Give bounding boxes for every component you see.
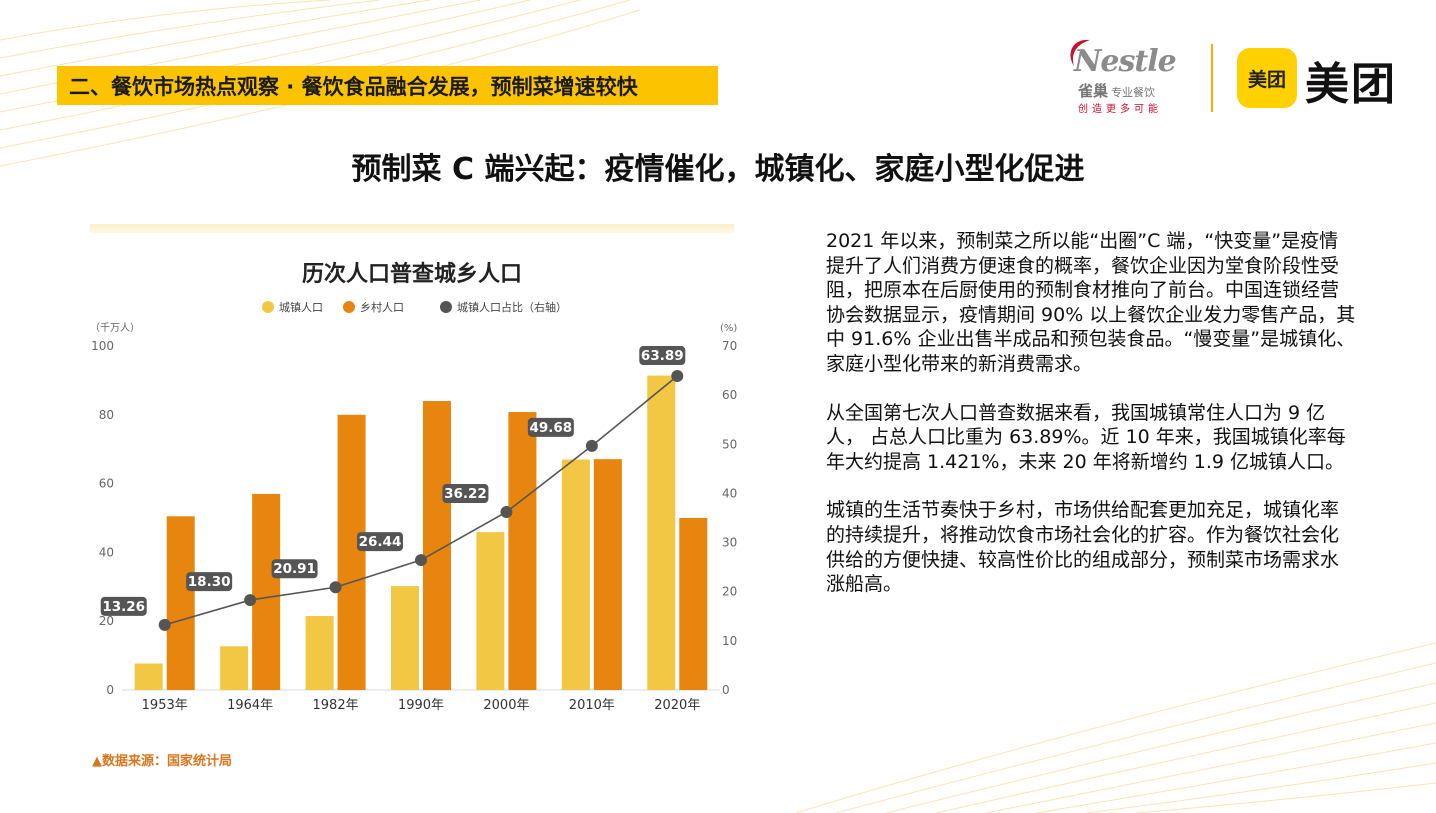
urban-ratio-point [329,581,342,594]
nestle-bird-nest-icon [1070,39,1090,66]
x-tick-label: 1964年 [227,698,273,713]
urban-population-bar [305,616,334,690]
y-right-tick-label: 40 [722,486,737,500]
y-right-tick-label: 20 [722,585,737,599]
section-banner: 二、餐饮市场热点观察 · 餐饮食品融合发展，预制菜增速较快 [57,66,718,105]
y-left-tick-label: 0 [106,683,114,697]
x-tick-label: 1953年 [142,698,188,713]
x-tick-label: 1982年 [313,698,359,713]
x-tick-label: 2010年 [569,698,615,713]
urban-population-bar [391,586,419,690]
urban-ratio-label-bg [442,484,489,504]
nestle-slogan: 创造更多可能 [1078,104,1162,115]
y-left-unit-label: （千万人） [90,322,140,334]
urban-ratio-data-label: 36.22 [444,486,487,502]
y-right-unit-label: (%) [720,323,737,334]
rural-population-bar [337,414,366,690]
paragraph-3: 城镇的生活节奏快于乡村，市场供给配套更加充足，城镇化率的持续提升，将推动饮食市场… [826,499,1340,596]
x-tick-label: 1990年 [398,698,444,713]
y-left-tick-label: 100 [91,339,114,353]
legend-item-urban-ratio: 城镇人口占比（右轴） [440,299,567,315]
data-source-note: ▲数据来源：国家统计局 [92,754,232,769]
urban-ratio-label-bg [186,572,233,592]
population-census-chart: 0 20 40 60 80 100 （千万人） 0 10 20 30 40 50 60 70 (%) 1953年… [90,322,737,713]
urban-ratio-data-label: 63.89 [641,348,684,364]
y-right-tick-label: 50 [722,437,737,451]
urban-ratio-label-bg [357,532,403,552]
rural-population-bar [166,516,195,690]
body-text: 2021 年以来，预制菜之所以能“出圈”C 端，“快变量”是疫情提升了人们消费方… [826,229,1356,621]
y-left-tick-label: 80 [99,408,114,422]
paragraph-2: 从全国第七次人口普查数据来看，我国城镇常住人口为 9 亿人， 占总人口比重为 6… [826,401,1346,473]
y-left-tick-label: 20 [99,614,114,628]
logo-divider [1211,44,1213,112]
rural-population-bar [593,459,622,690]
legend-label-rural: 乡村人口 [360,301,404,314]
urban-ratio-point [671,370,684,383]
x-tick-label: 2000年 [483,698,529,713]
urban-ratio-data-label: 26.44 [359,534,402,550]
paragraph-1: 2021 年以来，预制菜之所以能“出圈”C 端，“快变量”是疫情提升了人们消费方… [826,230,1356,375]
urban-ratio-data-label: 49.68 [530,420,573,436]
rural-population-bar [252,493,281,690]
urban-ratio-point [415,554,427,567]
legend-swatch-urban-ratio [440,301,452,313]
urban-population-bar [220,646,249,690]
nestle-cn-sub: 专业餐饮 [1111,86,1156,99]
x-tick-label: 2020年 [654,698,700,713]
page-title: 预制菜 C 端兴起：疫情催化，城镇化、家庭小型化促进 [351,152,1085,187]
urban-population-bar [647,375,676,690]
legend-item-rural: 乡村人口 [343,299,404,315]
urban-population-bar [561,459,590,690]
y-right-tick-label: 30 [722,536,737,550]
y-right-tick-label: 60 [722,388,737,402]
urban-ratio-label-bg [527,417,574,437]
nestle-cn-brand: 雀巢 [1078,82,1109,100]
urban-ratio-point [585,439,598,452]
urban-ratio-label-bg [271,559,318,579]
chart-header-bar [90,224,734,233]
urban-ratio-data-label: 18.30 [188,574,231,590]
logo-area: Nestle 雀巢 专业餐饮 创造更多可能 美团 美团 [1060,36,1420,116]
legend-item-urban: 城镇人口 [262,299,323,315]
meituan-badge-logo: 美团 [1237,48,1297,108]
urban-ratio-label-bg [639,346,686,366]
meituan-wordmark: 美团 [1305,59,1397,110]
urban-ratio-label-bg [100,596,147,616]
y-right-tick-label: 0 [722,683,730,697]
y-left-tick-label: 40 [99,545,114,559]
rural-population-bar [679,518,708,690]
urban-ratio-point [500,506,513,519]
legend-swatch-urban [262,301,274,313]
legend-label-urban-ratio: 城镇人口占比（右轴） [457,301,567,314]
legend-label-urban: 城镇人口 [279,301,323,314]
y-right-tick-label: 10 [722,634,737,648]
y-right-tick-label: 70 [722,339,737,353]
nestle-logo-text: Nestle [1074,44,1177,79]
nestle-cn-name: 雀巢 专业餐饮 [1078,80,1155,101]
chart-legend: 城镇人口 乡村人口 城镇人口占比（右轴） [262,299,587,315]
y-left-tick-label: 60 [99,477,114,491]
urban-ratio-data-label: 20.91 [273,561,316,577]
legend-swatch-rural [343,301,355,313]
urban-ratio-point [158,618,171,631]
decorative-waves-bottom-right [796,642,1436,813]
chart-title: 历次人口普查城乡人口 [301,262,522,287]
urban-ratio-point [244,594,257,607]
urban-population-bar [134,663,163,690]
rural-population-bar [508,412,537,690]
urban-population-bar [476,532,505,690]
urban-ratio-data-label: 13.26 [102,599,145,615]
